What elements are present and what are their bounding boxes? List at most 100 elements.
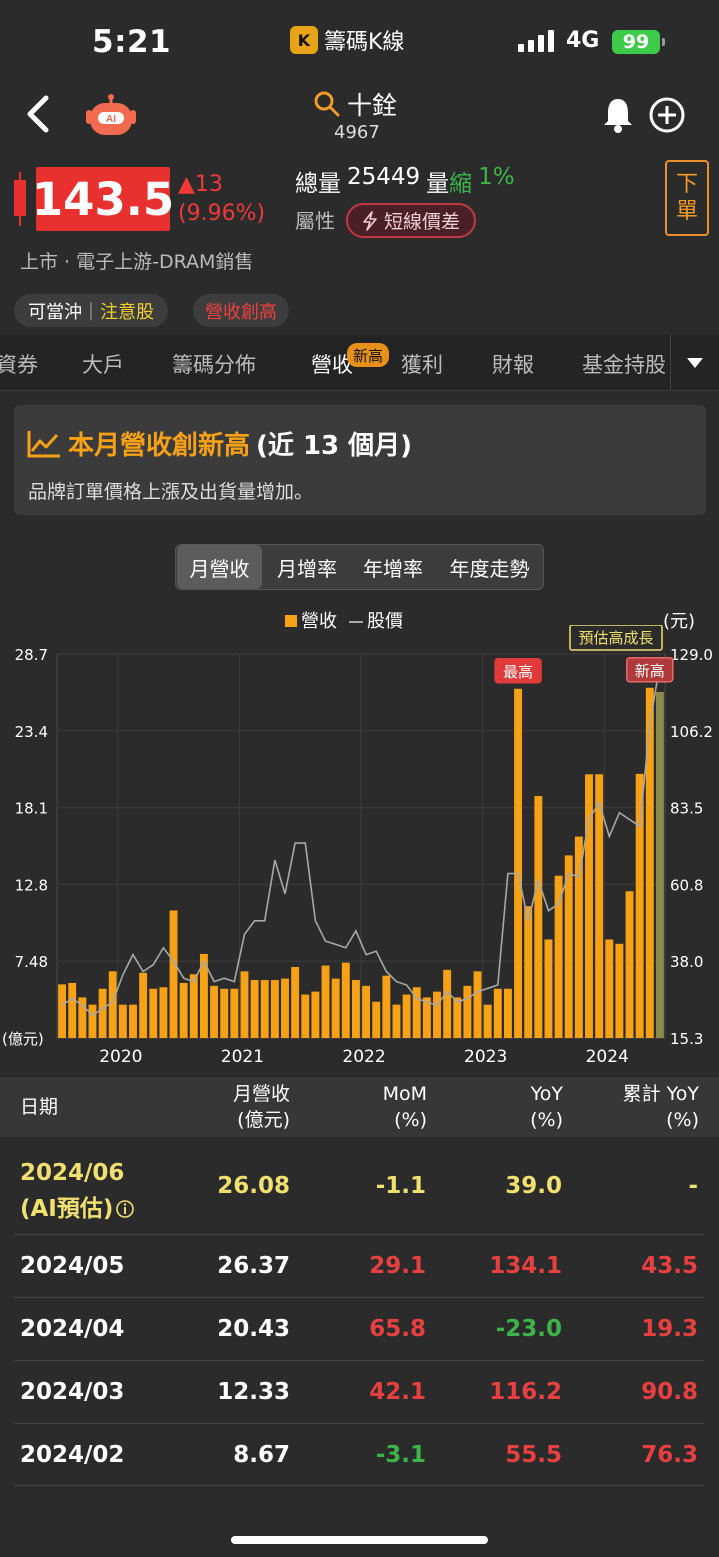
- candle-icon: [14, 172, 26, 226]
- table-row[interactable]: 2024/03 12.33 42.1 116.2 90.8: [14, 1361, 704, 1424]
- revenue-bar: [351, 980, 360, 1038]
- tag-daytrade-label: 可當沖: [28, 301, 82, 323]
- order-button-line2: 單: [675, 199, 698, 224]
- revenue-bar: [149, 988, 158, 1038]
- ai-robot-icon[interactable]: AI: [84, 92, 138, 138]
- revenue-bar: [625, 891, 634, 1038]
- y-left-tick-label: 7.48: [15, 953, 48, 971]
- th-yoy-l2: (%): [530, 1109, 563, 1131]
- tab-profit[interactable]: 獲利: [401, 353, 443, 377]
- bell-icon[interactable]: [600, 96, 636, 134]
- order-button[interactable]: 下 單: [665, 160, 709, 236]
- svg-text:AI: AI: [106, 114, 116, 125]
- tab-more-button[interactable]: [670, 335, 719, 390]
- y-right-tick-label: 83.5: [670, 800, 703, 818]
- x-tick-label: 2020: [99, 1047, 142, 1067]
- revenue-bar: [281, 978, 289, 1038]
- th-revenue-l1: 月營收: [232, 1083, 290, 1105]
- row-date: 2024/02: [20, 1442, 125, 1468]
- revenue-bar: [392, 1004, 401, 1038]
- row-date: 2024/04: [20, 1316, 125, 1342]
- revenue-bar: [564, 855, 573, 1038]
- revenue-bar: [68, 982, 77, 1038]
- battery-level: 99: [622, 31, 650, 53]
- new-high-badge: 新高: [347, 343, 390, 367]
- revenue-bar: [129, 1004, 137, 1038]
- revenue-bar: [78, 997, 87, 1038]
- y-left-tick-label: 23.4: [15, 723, 48, 741]
- revenue-bar: [483, 1004, 492, 1038]
- row-mom: -3.1: [375, 1442, 426, 1468]
- revenue-bar: [635, 773, 644, 1038]
- revenue-bar: [291, 966, 300, 1038]
- back-icon[interactable]: [18, 92, 62, 136]
- estimate-revenue: 26.08: [217, 1173, 290, 1199]
- seg-mom[interactable]: 月增率: [277, 556, 337, 581]
- banner-title-highlight: 本月營收創新高: [68, 431, 251, 461]
- revenue-bar: [58, 984, 67, 1038]
- row-mom: 29.1: [369, 1253, 426, 1279]
- tab-chip-distribution[interactable]: 籌碼分佈: [172, 353, 256, 377]
- table-row[interactable]: 2024/05 26.37 29.1 134.1 43.5: [14, 1235, 704, 1298]
- home-indicator[interactable]: [231, 1536, 488, 1544]
- tab-major-holders[interactable]: 大戶: [82, 353, 124, 377]
- right-axis-unit: (元): [663, 611, 696, 632]
- seg-monthly-revenue[interactable]: 月營收: [177, 545, 262, 589]
- stock-name: 十銓: [347, 91, 398, 120]
- revenue-bar: [574, 836, 583, 1038]
- revenue-bar: [321, 965, 330, 1038]
- info-icon[interactable]: [115, 1199, 135, 1219]
- th-mom: MoM (%): [383, 1081, 427, 1133]
- annotation-estimate-box: [569, 625, 663, 651]
- attr-label: 屬性: [295, 209, 335, 233]
- add-icon[interactable]: [648, 96, 686, 134]
- table-row-estimate[interactable]: 2024/06 (AI預估) 26.08 -1.1 39.0 -: [14, 1137, 704, 1235]
- status-time: 5:21: [92, 24, 172, 60]
- row-cum: 43.5: [641, 1253, 698, 1279]
- y-left-tick-label: 28.7: [15, 646, 48, 664]
- seg-annual-trend[interactable]: 年度走勢: [449, 556, 530, 581]
- revenue-bar: [595, 774, 604, 1038]
- stock-title[interactable]: 十銓: [313, 86, 397, 122]
- table-header: 日期 月營收 (億元) MoM (%) YoY (%) 累計 YoY (%): [0, 1077, 719, 1137]
- revenue-bar: [230, 988, 239, 1038]
- tag-daytrade[interactable]: 可當沖 | 注意股: [14, 294, 169, 327]
- row-yoy: 116.2: [489, 1379, 562, 1405]
- y-right-tick-label: 60.8: [670, 876, 703, 894]
- attr-tag[interactable]: 短線價差: [346, 203, 477, 238]
- battery-icon: 99: [612, 30, 665, 54]
- revenue-chart[interactable]: 28.7 23.4 18.1 12.8 7.48 (億元) 129.0 106.2 83.5 60…: [0, 625, 719, 1075]
- revenue-bar: [544, 939, 553, 1038]
- tag-revenue-high[interactable]: 營收創高: [193, 294, 289, 327]
- price-change: ▲13 (9.96%): [178, 170, 265, 228]
- table-row[interactable]: 2024/02 8.67 -3.1 55.5 76.3: [14, 1424, 704, 1486]
- th-cum-l1: 累計 YoY: [622, 1083, 699, 1105]
- revenue-bar: [534, 796, 543, 1038]
- tab-revenue[interactable]: 營收: [311, 353, 353, 377]
- table-row[interactable]: 2024/04 20.43 65.8 -23.0 19.3: [14, 1298, 704, 1361]
- y-right-tick-label: 106.2: [670, 723, 713, 741]
- y-right-tick-label: 38.0: [670, 953, 703, 971]
- estimate-yoy: 39.0: [505, 1173, 562, 1199]
- chart-mode-selector: 月營收 月增率 年增率 年度走勢: [175, 544, 544, 590]
- trend-chart-icon: [27, 430, 60, 457]
- current-price: 143.5: [32, 167, 174, 231]
- revenue-bar: [605, 939, 614, 1038]
- market-info: 上市 · 電子上游-DRAM銷售: [20, 251, 254, 273]
- row-revenue: 12.33: [217, 1379, 290, 1405]
- lightning-icon: [363, 210, 377, 231]
- revenue-bar: [301, 994, 310, 1038]
- y-left-tick-label: 18.1: [15, 800, 48, 818]
- x-tick-label: 2023: [464, 1047, 507, 1067]
- tab-margin[interactable]: 資券: [0, 353, 38, 377]
- revenue-bar: [199, 953, 208, 1038]
- tab-fund-holdings[interactable]: 基金持股: [582, 353, 666, 377]
- tab-financials[interactable]: 財報: [492, 353, 534, 377]
- revenue-bar: [240, 971, 249, 1038]
- revenue-bar: [270, 980, 279, 1038]
- legend-revenue-label: 營收: [301, 611, 337, 632]
- seg-yoy[interactable]: 年增率: [363, 556, 423, 581]
- revenue-bar: [169, 910, 178, 1038]
- annotation-new-high-box: [626, 657, 674, 683]
- revenue-bar: [412, 987, 421, 1038]
